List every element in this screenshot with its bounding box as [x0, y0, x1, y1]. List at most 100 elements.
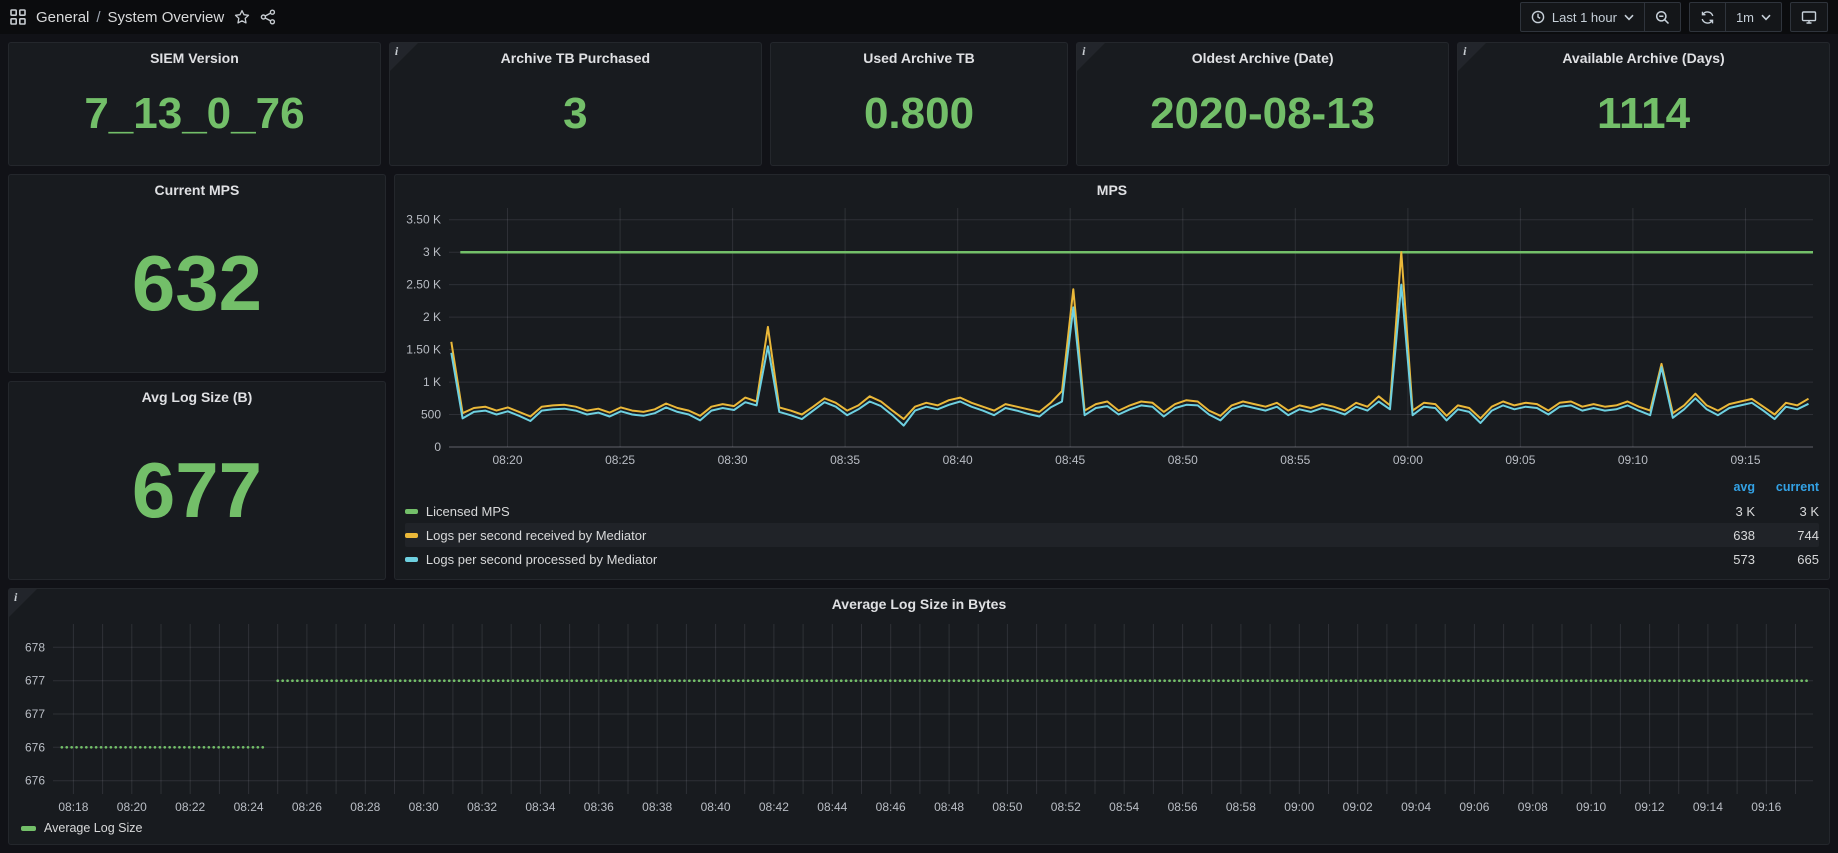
cycle-view-mode-button[interactable] [1791, 3, 1827, 31]
svg-text:08:24: 08:24 [234, 800, 264, 814]
stat-value: 7_13_0_76 [84, 88, 305, 138]
breadcrumb[interactable]: General / System Overview [36, 9, 224, 26]
svg-text:09:14: 09:14 [1693, 800, 1723, 814]
series-swatch [404, 508, 418, 514]
panel-title[interactable]: Current MPS [154, 182, 240, 198]
svg-text:678: 678 [25, 640, 45, 654]
avg-log-chart-canvas[interactable]: 678 677 677 676 676 08:18 08:20 08:22 08:24 08:26… [9, 614, 1829, 820]
svg-text:08:52: 08:52 [1051, 800, 1081, 814]
series-label[interactable]: Logs per second processed by Mediator [425, 551, 658, 567]
svg-text:09:05: 09:05 [1505, 453, 1535, 467]
svg-text:08:32: 08:32 [467, 800, 497, 814]
svg-text:676: 676 [25, 740, 45, 754]
svg-text:08:40: 08:40 [701, 800, 731, 814]
svg-text:08:30: 08:30 [409, 800, 439, 814]
series-current-value: 665 [1797, 551, 1819, 567]
breadcrumb-page[interactable]: System Overview [107, 8, 225, 26]
stat-value: 3 [563, 88, 588, 138]
svg-text:09:00: 09:00 [1393, 453, 1423, 467]
dashboard: SIEM Version 7_13_0_76 i Archive TB Purc… [0, 34, 1838, 853]
panel-info-icon[interactable]: i [1458, 43, 1487, 71]
panel-info-icon[interactable]: i [9, 589, 37, 617]
panel-title[interactable]: Used Archive TB [863, 50, 975, 66]
legend-current-header[interactable]: current [1775, 480, 1819, 494]
series-label[interactable]: Average Log Size [44, 821, 143, 835]
svg-text:08:54: 08:54 [1109, 800, 1139, 814]
svg-text:08:36: 08:36 [584, 800, 614, 814]
svg-text:08:40: 08:40 [943, 453, 973, 467]
panel-title[interactable]: Available Archive (Days) [1562, 50, 1725, 66]
svg-text:08:56: 08:56 [1168, 800, 1198, 814]
stat-value: 2020-08-13 [1150, 88, 1376, 138]
panel-title[interactable]: Average Log Size in Bytes [831, 596, 1007, 612]
middle-row: Current MPS 632 Avg Log Size (B) 677 MPS… [8, 174, 1830, 580]
legend-avg-header[interactable]: avg [1733, 480, 1755, 494]
svg-text:08:50: 08:50 [992, 800, 1022, 814]
panel-mps-chart: MPS 0 500 1 K 1.50 K 2 K 2.50 K 3 K 3.50 K 08:20… [393, 174, 1830, 580]
svg-text:0: 0 [434, 440, 441, 454]
time-picker-group: Last 1 hour [1519, 2, 1681, 32]
breadcrumb-separator: / [96, 8, 101, 26]
svg-text:09:10: 09:10 [1618, 453, 1648, 467]
stat-value: 1114 [1597, 88, 1691, 138]
svg-text:08:20: 08:20 [492, 453, 522, 467]
svg-text:676: 676 [25, 774, 45, 788]
mps-chart-canvas[interactable]: 0 500 1 K 1.50 K 2 K 2.50 K 3 K 3.50 K 08:20 08:2… [395, 200, 1829, 473]
svg-text:09:00: 09:00 [1284, 800, 1314, 814]
navbar: General / System Overview Las [0, 0, 1838, 34]
share-icon[interactable] [260, 9, 276, 25]
panel-siem-version: SIEM Version 7_13_0_76 [8, 42, 381, 166]
legend-row-received: Logs per second received by Mediator 638… [404, 523, 1819, 547]
refresh-interval-label: 1m [1735, 9, 1754, 25]
chevron-down-icon [1624, 14, 1634, 21]
svg-text:2.50 K: 2.50 K [406, 278, 441, 292]
svg-text:677: 677 [25, 707, 45, 721]
mps-legend: avg current Licensed MPS 3 K 3 K Logs pe… [395, 473, 1829, 579]
panel-average-log-size-chart: i Average Log Size in Bytes 678 677 677 676… [8, 588, 1830, 845]
svg-text:08:48: 08:48 [934, 800, 964, 814]
panel-title[interactable]: Oldest Archive (Date) [1191, 50, 1334, 66]
svg-text:08:26: 08:26 [292, 800, 322, 814]
panel-info-icon[interactable]: i [1077, 43, 1106, 71]
panel-used-archive-tb: Used Archive TB 0.800 [769, 42, 1069, 166]
time-range-button[interactable]: Last 1 hour [1521, 3, 1644, 31]
series-current-value: 744 [1797, 527, 1819, 543]
breadcrumb-folder[interactable]: General [36, 8, 90, 26]
svg-text:08:38: 08:38 [642, 800, 672, 814]
stats-row: SIEM Version 7_13_0_76 i Archive TB Purc… [8, 42, 1830, 166]
series-avg-value: 573 [1733, 551, 1755, 567]
svg-text:09:10: 09:10 [1576, 800, 1606, 814]
apps-grid-icon[interactable] [10, 9, 26, 25]
refresh-interval-button[interactable]: 1m [1724, 3, 1781, 31]
refresh-icon [1700, 10, 1715, 25]
series-swatch [404, 556, 418, 562]
svg-text:2 K: 2 K [423, 310, 441, 324]
refresh-button[interactable] [1690, 3, 1725, 31]
panel-oldest-archive-date: i Oldest Archive (Date) 2020-08-13 [1076, 42, 1450, 166]
legend-row-licensed-mps: Licensed MPS 3 K 3 K [404, 499, 1819, 523]
zoom-out-button[interactable] [1643, 3, 1680, 31]
avg-log-legend: Average Log Size [9, 820, 1829, 844]
svg-text:08:55: 08:55 [1280, 453, 1310, 467]
svg-text:08:30: 08:30 [717, 453, 747, 467]
refresh-group: 1m [1688, 2, 1782, 32]
series-label[interactable]: Licensed MPS [425, 503, 510, 519]
panel-title[interactable]: Avg Log Size (B) [141, 389, 253, 405]
panel-archive-tb-purchased: i Archive TB Purchased 3 [388, 42, 762, 166]
panel-title[interactable]: Archive TB Purchased [500, 50, 651, 66]
svg-text:08:44: 08:44 [817, 800, 847, 814]
svg-text:677: 677 [25, 674, 45, 688]
zoom-out-icon [1655, 10, 1670, 25]
svg-text:08:35: 08:35 [830, 453, 860, 467]
svg-text:1 K: 1 K [423, 375, 441, 389]
svg-text:1.50 K: 1.50 K [406, 343, 441, 357]
panel-info-icon[interactable]: i [389, 43, 418, 71]
panel-title[interactable]: MPS [1096, 182, 1128, 198]
panel-available-archive-days: i Available Archive (Days) 1114 [1457, 42, 1830, 166]
star-icon[interactable] [234, 9, 250, 25]
series-label[interactable]: Logs per second received by Mediator [425, 527, 647, 543]
svg-text:08:18: 08:18 [58, 800, 88, 814]
svg-text:09:16: 09:16 [1751, 800, 1781, 814]
stat-value: 632 [131, 239, 263, 327]
panel-title[interactable]: SIEM Version [150, 50, 239, 66]
